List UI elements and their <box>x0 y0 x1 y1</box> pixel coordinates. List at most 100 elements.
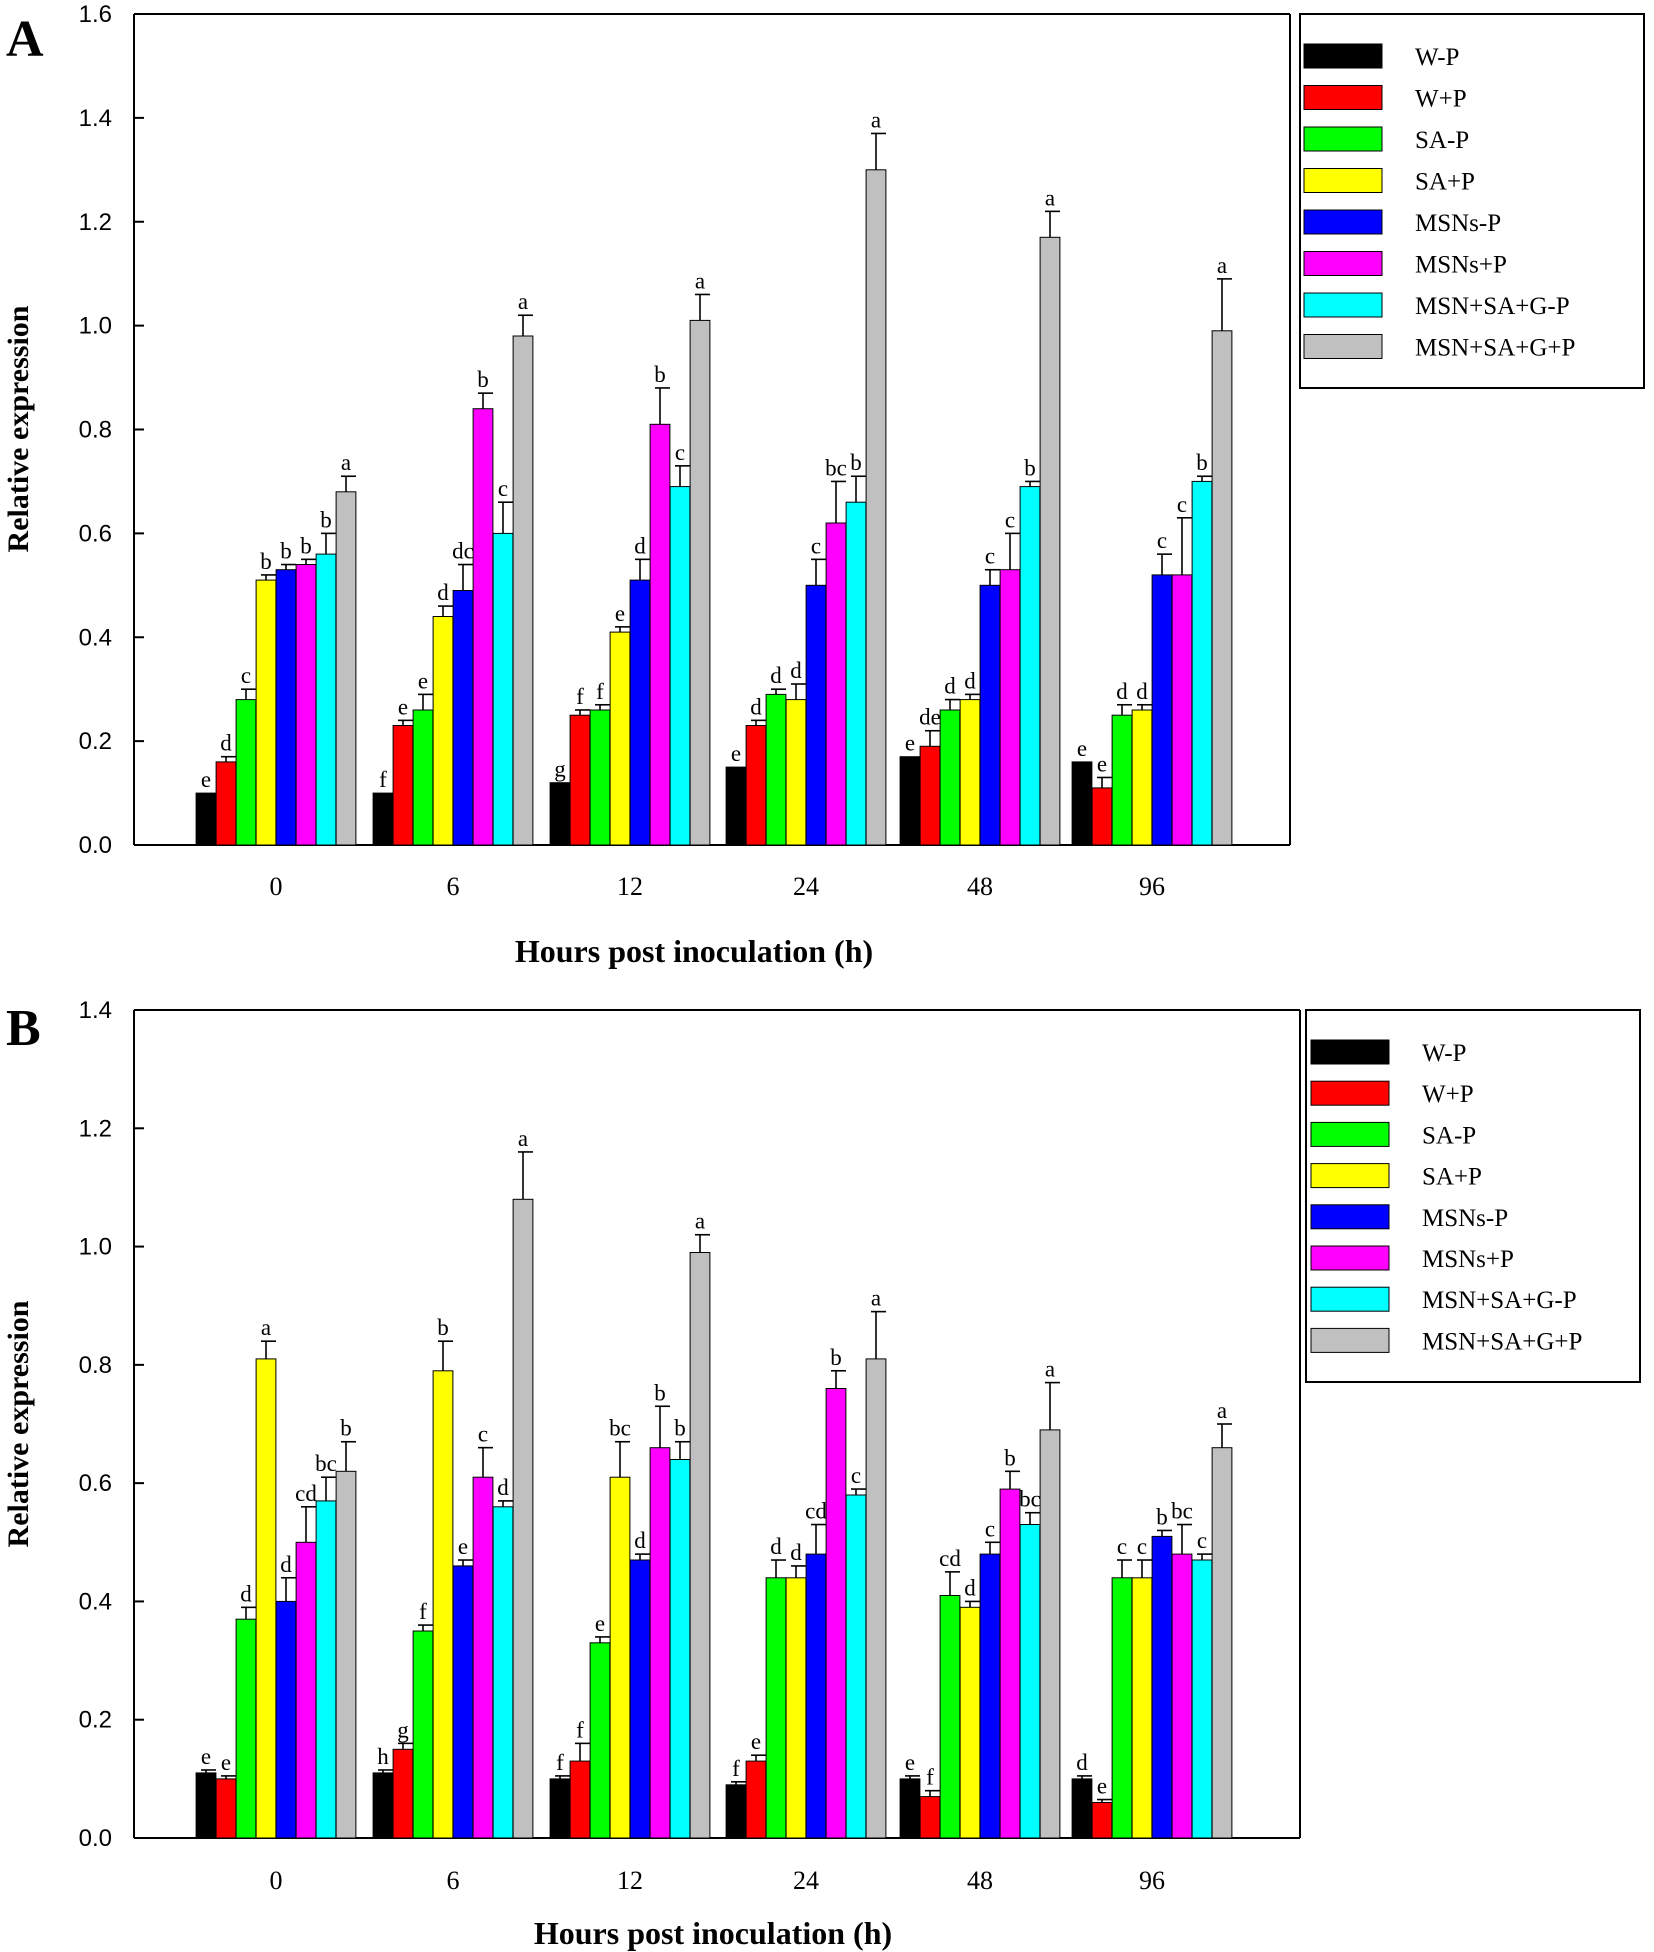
bar <box>979 1553 1001 1839</box>
x-tick-label: 0 <box>270 872 283 901</box>
bar <box>452 590 474 846</box>
significance-letter: b <box>654 1380 666 1405</box>
bar <box>549 1778 571 1839</box>
y-tick-label: 1.0 <box>79 313 112 340</box>
bar <box>472 408 494 846</box>
bar <box>979 584 1001 846</box>
bar <box>959 1606 981 1839</box>
y-tick-label: 0.0 <box>79 1825 112 1852</box>
bar <box>689 319 711 846</box>
significance-letter: e <box>595 1611 605 1636</box>
bar <box>999 569 1021 846</box>
significance-letter: c <box>241 663 251 688</box>
significance-letter: e <box>201 767 211 792</box>
significance-letter: d <box>964 668 976 693</box>
legend-swatch <box>1310 1245 1390 1271</box>
bar <box>432 616 454 846</box>
y-axis-label-a: Relative expression <box>2 305 35 552</box>
significance-letter: bc <box>1019 1487 1041 1512</box>
bar <box>492 532 514 846</box>
bar <box>765 693 787 846</box>
bar <box>1211 330 1233 846</box>
legend-label: W-P <box>1415 44 1459 71</box>
bar <box>899 756 921 846</box>
significance-letter: g <box>397 1717 409 1742</box>
legend-label: SA+P <box>1415 169 1475 196</box>
bar <box>492 1506 514 1839</box>
bar <box>1211 1447 1233 1839</box>
bar <box>512 1198 534 1839</box>
y-tick-label: 1.2 <box>79 209 112 236</box>
bar <box>865 1358 887 1839</box>
significance-letter: d <box>790 1540 802 1565</box>
bar <box>1151 1535 1173 1839</box>
legend-label: W-P <box>1422 1040 1466 1067</box>
legend-swatch <box>1310 1286 1390 1312</box>
legend-swatch <box>1303 85 1383 110</box>
x-tick-label: 96 <box>1139 872 1165 901</box>
significance-letter: b <box>654 362 666 387</box>
bar <box>1191 480 1213 846</box>
bar <box>1111 714 1133 846</box>
significance-letter: c <box>675 440 685 465</box>
bar <box>899 1778 921 1839</box>
significance-letter: d <box>437 580 449 605</box>
y-tick-label: 0.2 <box>79 1707 112 1734</box>
bar <box>295 564 317 846</box>
x-tick-label: 12 <box>617 872 643 901</box>
y-tick-label: 1.4 <box>79 105 112 132</box>
bar <box>745 725 767 846</box>
bar <box>589 1642 611 1839</box>
bar <box>1131 709 1153 846</box>
bar <box>549 782 571 846</box>
bar <box>472 1476 494 1839</box>
significance-letter: b <box>850 450 862 475</box>
y-axis-label-b: Relative expression <box>2 1300 35 1547</box>
significance-letter: bc <box>609 1416 631 1441</box>
significance-letter: a <box>518 1126 528 1151</box>
significance-letter: a <box>695 269 705 294</box>
significance-letter: c <box>478 1422 488 1447</box>
significance-letter: e <box>751 1729 761 1754</box>
significance-letter: a <box>341 450 351 475</box>
significance-letter: e <box>731 741 741 766</box>
x-axis-label-a: Hours post inoculation (h) <box>515 933 873 969</box>
bar <box>255 1358 277 1839</box>
significance-letter: b <box>340 1416 352 1441</box>
significance-letter: e <box>905 731 915 756</box>
bar <box>919 1796 941 1839</box>
significance-letter: c <box>985 1516 995 1541</box>
bar <box>1151 574 1173 846</box>
significance-letter: b <box>830 1345 842 1370</box>
significance-letter: b <box>437 1315 449 1340</box>
bar <box>765 1577 787 1839</box>
significance-letter: e <box>201 1744 211 1769</box>
legend-swatch <box>1310 1327 1390 1353</box>
significance-letter: de <box>919 705 941 730</box>
legend-swatch <box>1310 1121 1390 1147</box>
significance-letter: b <box>260 549 272 574</box>
legend-label: MSNs+P <box>1415 252 1507 279</box>
x-tick-label: 12 <box>617 1866 643 1895</box>
legend-swatch <box>1310 1163 1390 1189</box>
y-tick-label: 0.0 <box>79 832 112 859</box>
significance-letter: a <box>1045 1357 1055 1382</box>
significance-letter: d <box>1136 679 1148 704</box>
legend-label: W+P <box>1415 86 1467 113</box>
legend-swatch <box>1303 43 1383 69</box>
bar <box>295 1541 317 1839</box>
significance-letter: b <box>1004 1445 1016 1470</box>
bar <box>1039 236 1061 846</box>
bar <box>805 584 827 846</box>
x-tick-label: 48 <box>967 872 993 901</box>
significance-letter: e <box>1077 736 1087 761</box>
bar <box>845 501 867 846</box>
legend-label: MSN+SA+G-P <box>1415 293 1570 320</box>
y-tick-label: 1.6 <box>79 1 112 28</box>
significance-letter: c <box>985 544 995 569</box>
x-tick-label: 24 <box>793 1866 819 1895</box>
bar <box>1071 761 1093 846</box>
significance-letter: d <box>220 731 232 756</box>
significance-letter: a <box>1217 1398 1227 1423</box>
